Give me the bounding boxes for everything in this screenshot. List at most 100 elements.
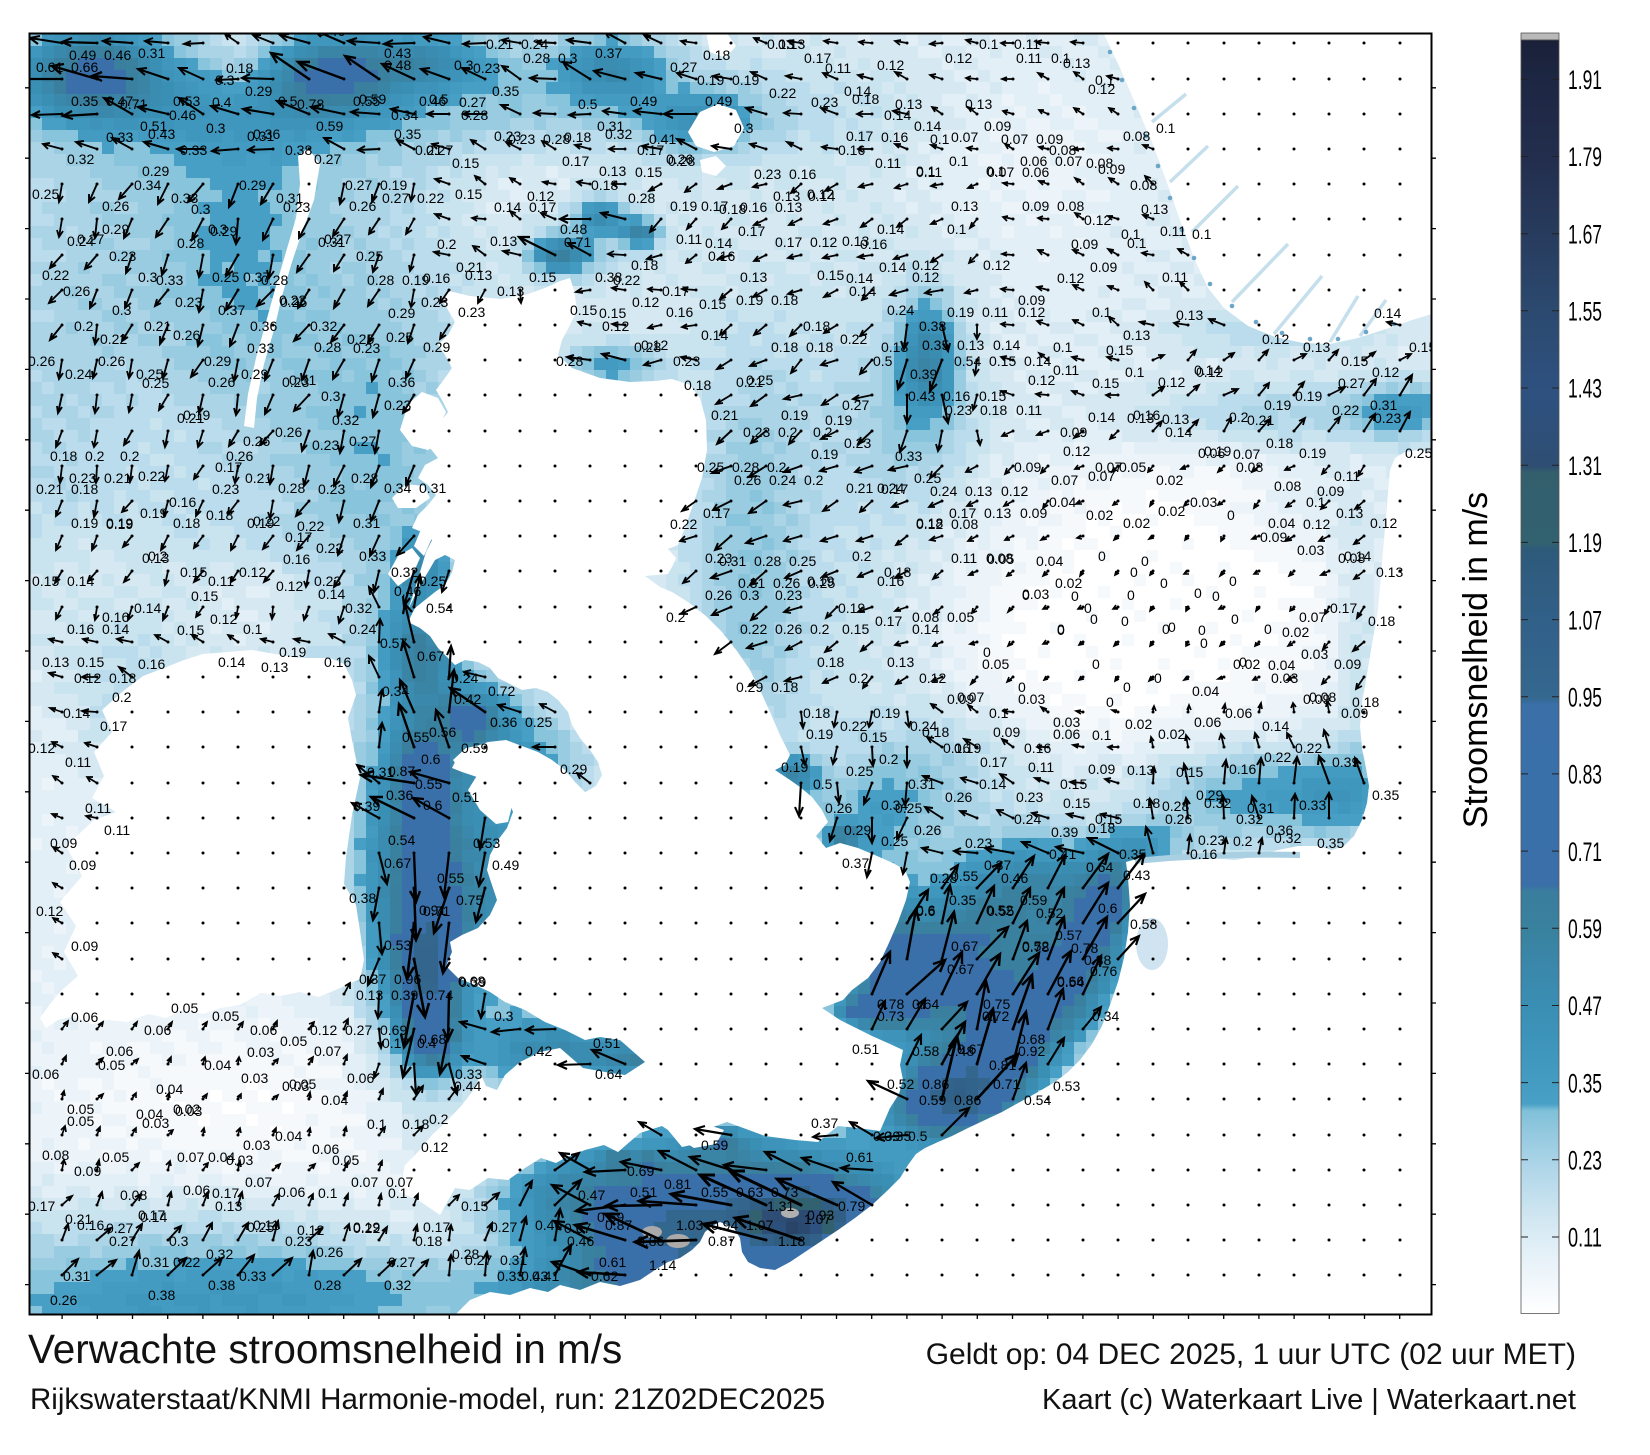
svg-text:0.21: 0.21 <box>415 142 442 158</box>
svg-text:0: 0 <box>1057 622 1065 638</box>
svg-text:0.26: 0.26 <box>914 822 941 838</box>
svg-text:0.28: 0.28 <box>754 553 781 569</box>
svg-text:0.07: 0.07 <box>1051 472 1078 488</box>
svg-text:0.18: 0.18 <box>631 257 658 273</box>
svg-text:0.12: 0.12 <box>297 1222 324 1238</box>
svg-text:0.08: 0.08 <box>951 516 978 532</box>
svg-text:0.19: 0.19 <box>873 705 900 721</box>
svg-text:0.19: 0.19 <box>838 600 865 616</box>
svg-text:0.31: 0.31 <box>353 515 380 531</box>
svg-text:0.26: 0.26 <box>243 433 270 449</box>
svg-text:0.09: 0.09 <box>69 857 96 873</box>
svg-text:0.34: 0.34 <box>1092 1008 1119 1024</box>
svg-text:0.22: 0.22 <box>253 513 280 529</box>
svg-text:0.57: 0.57 <box>380 635 407 651</box>
svg-text:0.34: 0.34 <box>391 107 418 123</box>
svg-text:0.12: 0.12 <box>1057 270 1084 286</box>
svg-text:0.17: 0.17 <box>662 283 689 299</box>
svg-text:0.28: 0.28 <box>452 1246 479 1262</box>
svg-text:0.19: 0.19 <box>732 72 759 88</box>
svg-text:0.3: 0.3 <box>112 302 132 318</box>
svg-text:0.31: 0.31 <box>289 372 316 388</box>
svg-text:1.14: 1.14 <box>649 1257 676 1273</box>
svg-text:0.04: 0.04 <box>275 1128 302 1144</box>
svg-text:0.23: 0.23 <box>508 131 535 147</box>
svg-text:0.29: 0.29 <box>1196 787 1223 803</box>
svg-text:0.1: 0.1 <box>1053 339 1073 355</box>
svg-text:0.59: 0.59 <box>919 1092 946 1108</box>
svg-text:0.23: 0.23 <box>1198 832 1225 848</box>
svg-text:0.47: 0.47 <box>578 1187 605 1203</box>
svg-text:0.17: 0.17 <box>703 505 730 521</box>
svg-text:0.08: 0.08 <box>1338 550 1365 566</box>
svg-text:0.51: 0.51 <box>452 789 479 805</box>
svg-text:0.64: 0.64 <box>595 1066 622 1082</box>
svg-text:0.08: 0.08 <box>120 1187 147 1203</box>
svg-text:0.5: 0.5 <box>873 353 893 369</box>
svg-text:0.19: 0.19 <box>247 515 274 531</box>
svg-text:0.86: 0.86 <box>954 1092 981 1108</box>
svg-text:0.11: 0.11 <box>982 304 1008 320</box>
svg-text:0.13: 0.13 <box>1127 762 1154 778</box>
svg-text:0.37: 0.37 <box>811 1115 838 1131</box>
svg-text:0.1: 0.1 <box>1192 226 1212 242</box>
svg-text:0.25: 0.25 <box>212 269 239 285</box>
svg-text:0.24: 0.24 <box>349 621 376 637</box>
svg-text:0.27: 0.27 <box>345 1022 372 1038</box>
svg-text:0.59: 0.59 <box>359 91 386 107</box>
svg-text:0.37: 0.37 <box>595 45 622 61</box>
svg-text:0.25: 0.25 <box>846 763 873 779</box>
svg-text:0.29: 0.29 <box>388 305 415 321</box>
svg-text:0.21: 0.21 <box>486 36 513 52</box>
svg-text:0.21: 0.21 <box>104 470 131 486</box>
svg-text:0.36: 0.36 <box>388 374 415 390</box>
svg-text:0.14: 0.14 <box>914 118 941 134</box>
svg-text:0.02: 0.02 <box>1158 503 1185 519</box>
svg-text:0.09: 0.09 <box>1317 483 1344 499</box>
svg-text:0.53: 0.53 <box>384 937 411 953</box>
svg-text:0.35: 0.35 <box>1372 787 1399 803</box>
svg-text:0.12: 0.12 <box>1372 364 1399 380</box>
svg-text:0.06: 0.06 <box>250 1022 277 1038</box>
svg-text:0.18: 0.18 <box>922 724 949 740</box>
svg-text:0.15: 0.15 <box>455 186 482 202</box>
svg-text:0.5: 0.5 <box>813 776 833 792</box>
svg-text:0.13: 0.13 <box>895 96 922 112</box>
svg-text:0.41: 0.41 <box>532 1268 559 1284</box>
svg-text:0.13: 0.13 <box>842 233 869 249</box>
svg-text:0.33: 0.33 <box>171 190 198 206</box>
svg-text:0.18: 0.18 <box>71 481 98 497</box>
svg-text:0: 0 <box>1090 611 1098 627</box>
svg-text:0.55: 0.55 <box>951 868 978 884</box>
svg-text:0: 0 <box>1194 585 1202 601</box>
svg-text:0.19: 0.19 <box>380 177 407 193</box>
svg-text:0.28: 0.28 <box>634 339 661 355</box>
svg-text:0.18: 0.18 <box>719 201 746 217</box>
svg-text:0.15: 0.15 <box>452 155 479 171</box>
svg-text:0.2: 0.2 <box>120 448 140 464</box>
svg-text:0.11: 0.11 <box>208 573 234 589</box>
svg-text:0.11: 0.11 <box>65 754 91 770</box>
svg-text:0.07: 0.07 <box>1055 153 1082 169</box>
svg-text:0.19: 0.19 <box>1299 445 1326 461</box>
svg-text:0.2: 0.2 <box>852 548 872 564</box>
svg-text:0.24: 0.24 <box>1014 811 1041 827</box>
svg-text:0.67: 0.67 <box>417 648 444 664</box>
svg-text:0.12: 0.12 <box>310 1022 337 1038</box>
svg-text:0.13: 0.13 <box>599 163 626 179</box>
svg-text:0.05: 0.05 <box>67 1113 94 1129</box>
svg-text:0.35: 0.35 <box>1317 835 1344 851</box>
svg-text:0.1: 0.1 <box>318 1185 338 1201</box>
svg-text:0.24: 0.24 <box>451 670 478 686</box>
svg-text:0.36: 0.36 <box>490 714 517 730</box>
svg-text:0.09: 0.09 <box>993 724 1020 740</box>
svg-text:0.16: 0.16 <box>77 1217 104 1233</box>
svg-text:0.13: 0.13 <box>356 987 383 1003</box>
svg-text:0.02: 0.02 <box>1125 716 1152 732</box>
svg-text:0.12: 0.12 <box>632 294 659 310</box>
svg-text:0.3: 0.3 <box>138 269 158 285</box>
svg-text:0.23: 0.23 <box>318 481 345 497</box>
svg-text:0.23: 0.23 <box>775 587 802 603</box>
svg-text:0.2: 0.2 <box>810 621 830 637</box>
svg-text:0.09: 0.09 <box>1020 505 1047 521</box>
